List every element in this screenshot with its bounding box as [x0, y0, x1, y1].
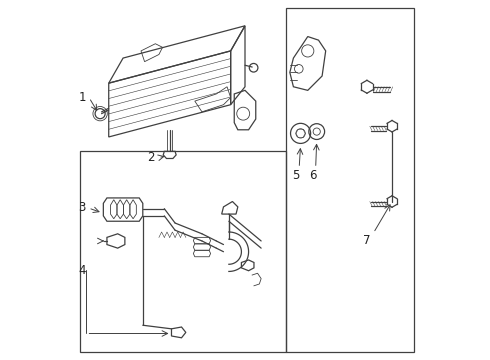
Bar: [80, 151, 286, 352]
Text: 2: 2: [147, 151, 155, 164]
Bar: [286, 8, 414, 352]
Text: 3: 3: [78, 202, 86, 215]
Text: 4: 4: [78, 264, 86, 277]
Text: 7: 7: [363, 234, 370, 247]
Text: 5: 5: [293, 169, 300, 182]
Text: 6: 6: [309, 169, 317, 182]
Text: 1: 1: [78, 91, 86, 104]
